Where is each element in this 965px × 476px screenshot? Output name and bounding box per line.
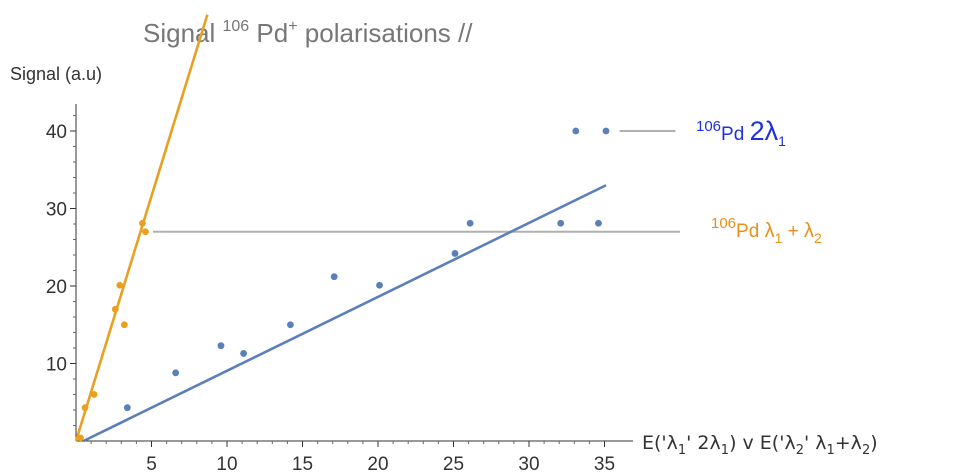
- data-point: [466, 219, 474, 227]
- data-point: [142, 228, 149, 236]
- data-point: [90, 391, 98, 398]
- data-point: [557, 219, 565, 227]
- y-tick-label: 10: [46, 355, 67, 376]
- data-point: [81, 404, 89, 412]
- reference-lines: [153, 130, 680, 233]
- data-point: [116, 281, 124, 289]
- y-tick-label: 30: [46, 200, 67, 221]
- data-point: [572, 127, 580, 135]
- data-point: [602, 127, 610, 135]
- data-point: [120, 321, 128, 329]
- chart-title: Signal 106 Pd+ polarisations //: [143, 18, 473, 48]
- data-point: [287, 321, 294, 329]
- data-point: [595, 219, 602, 227]
- data-point: [111, 305, 119, 313]
- axis-ticks: 5 10 15 20 25 30 35 10 20 30 40: [46, 115, 615, 475]
- fit-line: [74, 14, 209, 442]
- data-point: [172, 369, 180, 377]
- data-point: [376, 281, 383, 289]
- annotation-orange: 106Pd λ1 + λ2: [711, 215, 822, 246]
- fit-line: [82, 184, 607, 443]
- x-axis-label: E('λ1' 2λ1) v E('λ2' λ1+λ2): [642, 432, 878, 458]
- data-points: [77, 127, 610, 442]
- data-point: [139, 219, 146, 227]
- data-point: [240, 350, 248, 357]
- x-tick-label: 35: [594, 454, 615, 475]
- fit-lines: [74, 14, 607, 443]
- data-point: [123, 404, 131, 412]
- annotation-blue: 106Pd 2λ1: [696, 116, 786, 149]
- data-point: [217, 342, 225, 350]
- x-tick-label: 15: [292, 454, 313, 475]
- x-tick-label: 30: [518, 454, 539, 475]
- data-point: [77, 434, 84, 442]
- y-axis-label: Signal (a.u): [10, 64, 102, 84]
- data-point: [451, 250, 459, 257]
- x-tick-label: 20: [367, 454, 388, 475]
- x-tick-label: 5: [146, 454, 157, 475]
- data-point: [330, 273, 338, 281]
- y-tick-label: 20: [46, 277, 67, 298]
- y-tick-label: 40: [46, 122, 67, 143]
- x-tick-label: 10: [216, 454, 237, 475]
- x-tick-label: 25: [443, 454, 464, 475]
